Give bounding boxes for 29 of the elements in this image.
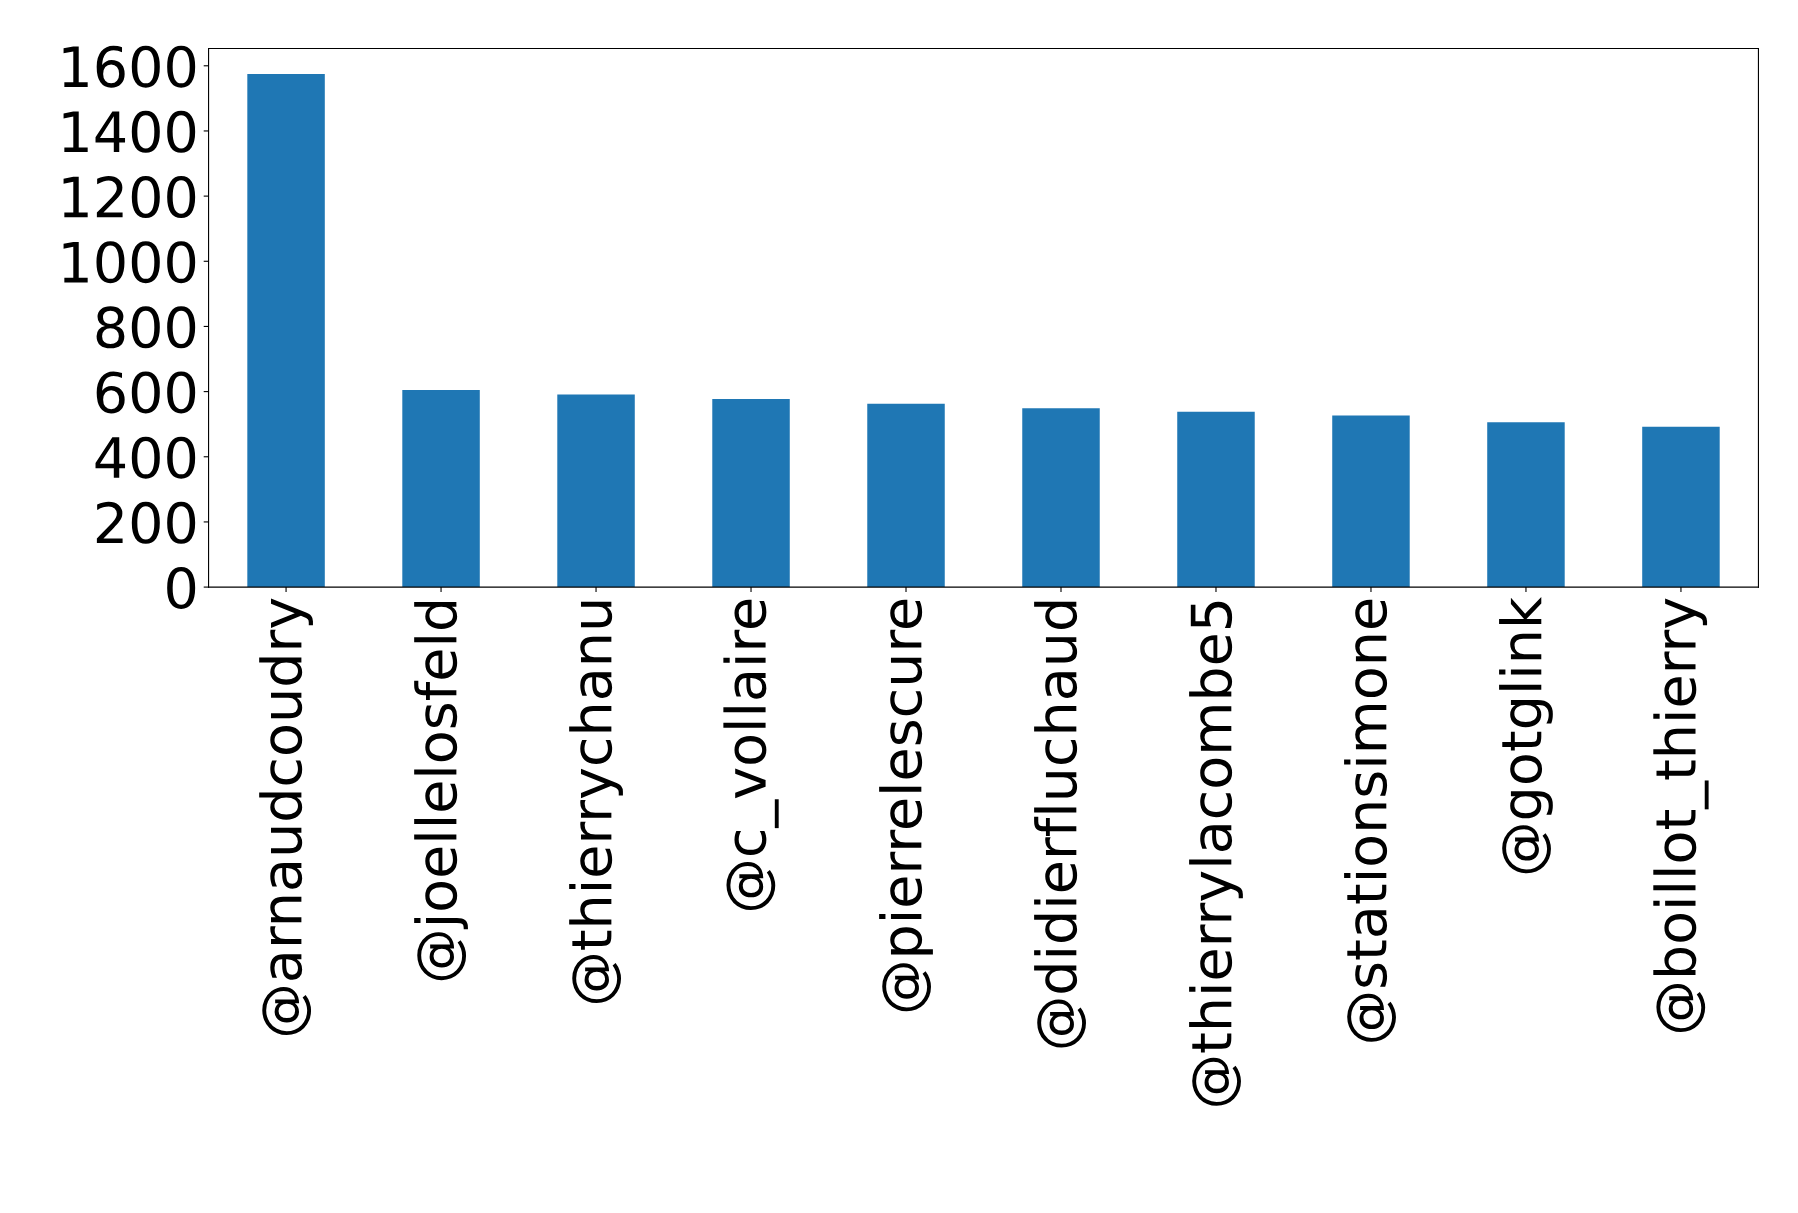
y-tick-label: 400 xyxy=(95,436,196,479)
bar xyxy=(1177,411,1255,588)
bar xyxy=(402,389,480,588)
bar xyxy=(1332,415,1410,588)
y-tick-label: 200 xyxy=(96,501,196,544)
y-tick-label: 1200 xyxy=(63,175,196,219)
y-tick-label: 1000 xyxy=(63,241,196,284)
x-tick-label: @thierrychanu xyxy=(569,601,623,1004)
bar xyxy=(1642,426,1720,588)
bar xyxy=(1487,422,1565,588)
x-tick-label: @boillot_thierry xyxy=(1653,598,1709,1033)
x-tick-label: @didierfluchaud xyxy=(1034,601,1086,1048)
bar xyxy=(557,394,635,588)
bar xyxy=(1022,408,1100,588)
x-tick-label: @arnaudcoudry xyxy=(259,598,313,1036)
y-tick-label: 1400 xyxy=(63,110,196,153)
y-tick-label: 0 xyxy=(167,566,196,609)
x-tick-label: @pierrelescure xyxy=(879,599,933,1012)
y-tick-label: 800 xyxy=(96,306,196,349)
bar xyxy=(867,403,945,588)
x-tick-label: @c_vollaire xyxy=(723,599,779,911)
x-tick-label: @stationsimone xyxy=(1344,599,1396,1042)
y-tick-label: 1600 xyxy=(63,45,196,88)
bar xyxy=(247,73,325,588)
x-tick-label: @gotglink xyxy=(1499,596,1553,874)
y-tick-label: 600 xyxy=(96,371,196,414)
x-tick-label: @joellelosfeld xyxy=(414,601,468,981)
bar xyxy=(712,399,790,588)
x-tick-label: @thierrylacombe5 xyxy=(1189,601,1243,1106)
